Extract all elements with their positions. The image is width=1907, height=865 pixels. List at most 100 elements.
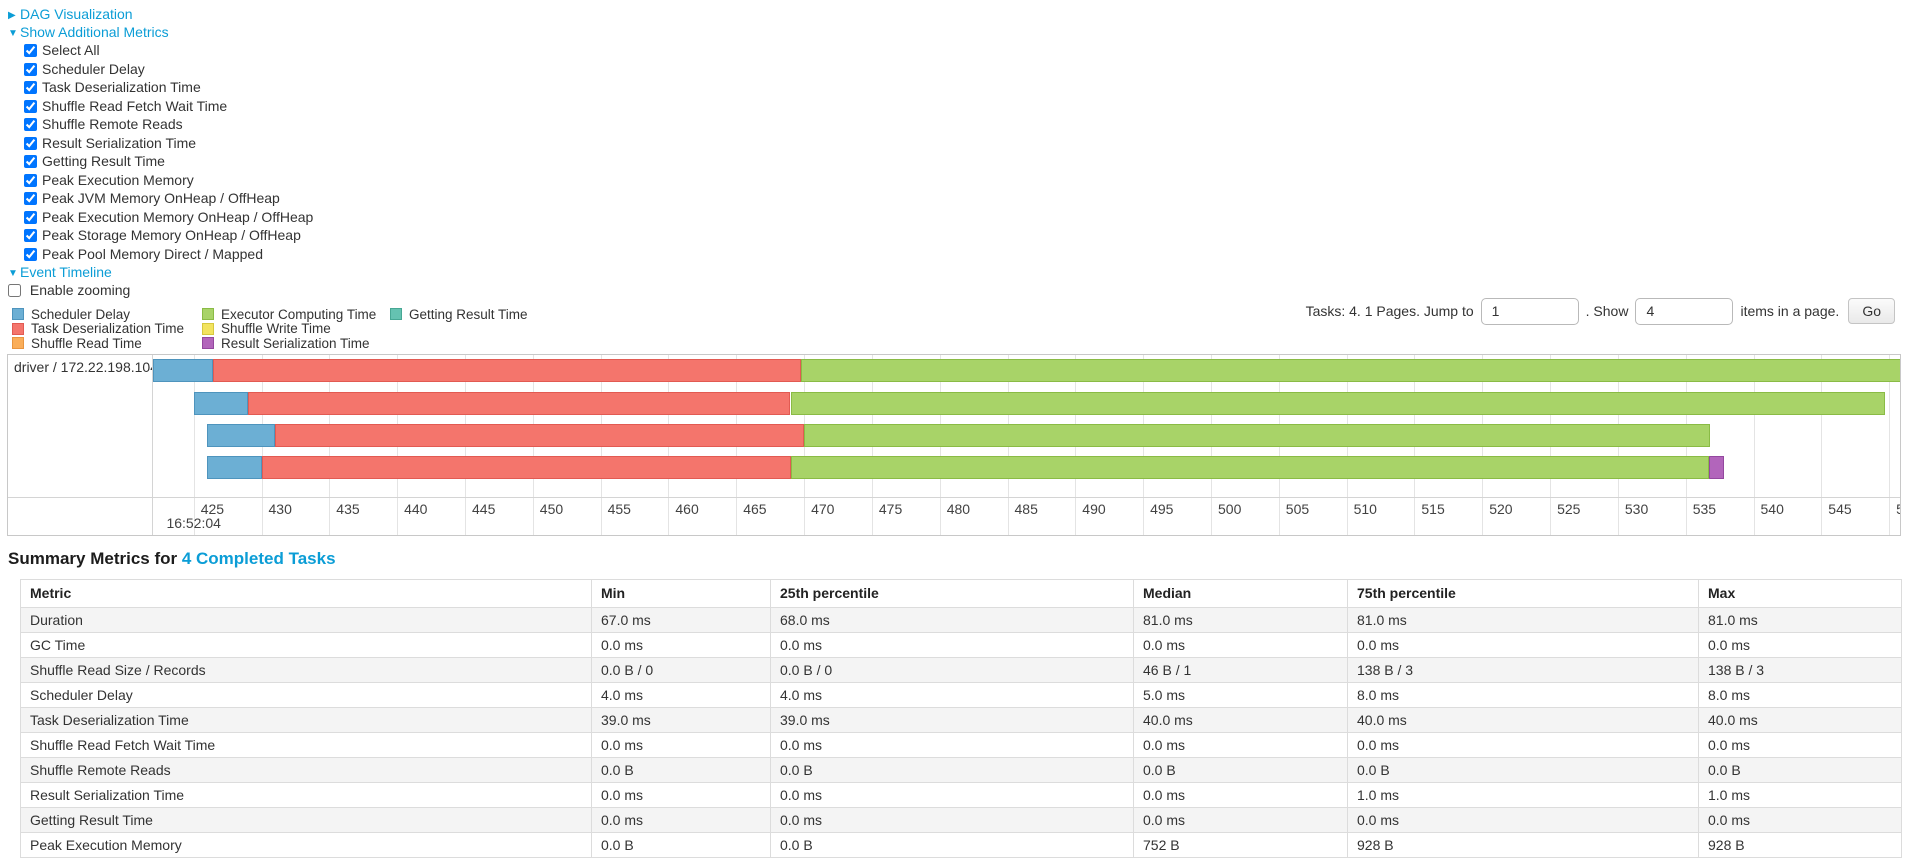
- metric-checkbox[interactable]: [24, 118, 37, 131]
- axis-tick-label: 460: [675, 500, 699, 517]
- metric-checkbox[interactable]: [24, 44, 37, 57]
- metric-value-cell: 0.0 ms: [1347, 731, 1699, 758]
- metric-checkbox[interactable]: [24, 247, 37, 261]
- metric-checkbox-item[interactable]: Peak Storage Memory OnHeap / OffHeap: [24, 226, 1907, 245]
- task-bar-executor-computing-segment[interactable]: [790, 391, 1886, 415]
- metric-value-cell: 4.0 ms: [591, 681, 771, 708]
- metric-value-cell: 0.0 ms: [1133, 731, 1348, 758]
- metric-value-cell: 5.0 ms: [1133, 681, 1348, 708]
- result-serialization-swatch-icon: [202, 337, 214, 350]
- metric-name-cell: Result Serialization Time: [20, 781, 592, 808]
- show-additional-metrics-toggle[interactable]: ▼ Show Additional Metrics: [8, 23, 1907, 41]
- axis-tick-label: 510: [1353, 500, 1377, 517]
- metric-checkbox[interactable]: [24, 192, 37, 205]
- summary-metrics-table: Metric Min 25th percentile Median 75th perce…: [20, 578, 1902, 858]
- task-bar-task-deserialization-segment[interactable]: [275, 423, 805, 447]
- metric-checkbox-item[interactable]: Result Serialization Time: [24, 134, 1907, 153]
- table-row: Shuffle Remote Reads 0.0 B 0.0 B 0.0 B 0.0 B…: [20, 756, 1902, 783]
- metric-checkbox-label: Peak Pool Memory Direct / Mapped: [42, 245, 263, 262]
- task-bar-executor-computing-segment[interactable]: [790, 455, 1709, 479]
- metric-value-cell: 0.0 ms: [1133, 806, 1348, 833]
- metric-checkbox-item[interactable]: Peak Execution Memory: [24, 171, 1907, 190]
- legend-item-label: Scheduler Delay: [31, 306, 131, 322]
- summary-title-text: Summary Metrics for: [8, 548, 182, 568]
- metric-value-cell: 4.0 ms: [770, 681, 1134, 708]
- metric-value-cell: 0.0 ms: [591, 631, 771, 658]
- task-bar-scheduler-delay-segment[interactable]: [153, 358, 213, 382]
- table-row: Scheduler Delay 4.0 ms 4.0 ms 5.0 ms 8.0 ms 8…: [20, 681, 1902, 708]
- axis-tick-label: 535: [1692, 500, 1717, 517]
- metric-checkbox-item[interactable]: Scheduler Delay: [24, 60, 1907, 79]
- metric-name-cell: Shuffle Read Size / Records: [20, 656, 592, 683]
- task-bar-executor-computing-segment[interactable]: [801, 358, 1900, 382]
- axis-tick-label: 525: [1557, 500, 1581, 517]
- task-bar-scheduler-delay-segment[interactable]: [207, 455, 262, 479]
- metric-name-cell: Shuffle Read Fetch Wait Time: [20, 731, 592, 758]
- metric-checkbox-item[interactable]: Peak Execution Memory OnHeap / OffHeap: [24, 208, 1907, 227]
- task-bar-executor-computing-segment[interactable]: [804, 423, 1711, 447]
- metric-checkbox-item[interactable]: Peak JVM Memory OnHeap / OffHeap: [24, 189, 1907, 208]
- completed-tasks-link[interactable]: 4 Completed Tasks: [181, 548, 336, 568]
- table-header-cell: Max: [1698, 578, 1902, 608]
- event-timeline-toggle[interactable]: ▼ Event Timeline: [8, 263, 1907, 281]
- metric-value-cell: 81.0 ms: [1347, 606, 1699, 633]
- timeline-axis-line: [8, 496, 1900, 498]
- timeline-header: Scheduler Delay Task Deserialization Time…: [0, 297, 1907, 352]
- task-bar-scheduler-delay-segment[interactable]: [193, 391, 248, 415]
- task-bar-task-deserialization-segment[interactable]: [212, 358, 802, 382]
- axis-tick-label: 475: [878, 500, 903, 517]
- metric-checkbox-item[interactable]: Shuffle Read Fetch Wait Time: [24, 97, 1907, 116]
- metric-checkbox[interactable]: [24, 81, 37, 94]
- metric-value-cell: 46 B / 1: [1133, 656, 1348, 683]
- timeline-group-label: driver / 172.22.198.104: [14, 358, 152, 375]
- legend-item: Executor Computing Time: [202, 306, 377, 323]
- metric-checkbox[interactable]: [24, 99, 37, 113]
- metric-checkbox-label: Peak Storage Memory OnHeap / OffHeap: [42, 227, 301, 243]
- metric-checkbox[interactable]: [24, 62, 37, 76]
- timeline-plot-area[interactable]: 425 430 435 440 445 450 455 460 465 470 475 480 485 4…: [153, 354, 1900, 535]
- dag-visualization-toggle[interactable]: ▶ DAG Visualization: [8, 5, 1907, 23]
- event-timeline-link[interactable]: Event Timeline: [20, 264, 112, 280]
- legend-column: Executor Computing Time Shuffle Write Tim…: [202, 306, 377, 352]
- metric-value-cell: 40.0 ms: [1133, 706, 1348, 733]
- metric-checkbox[interactable]: [24, 210, 37, 224]
- jump-to-page-input[interactable]: [1480, 297, 1579, 325]
- metric-value-cell: 0.0 ms: [591, 781, 771, 808]
- metric-checkbox[interactable]: [24, 229, 37, 242]
- metric-checkbox-item[interactable]: Shuffle Remote Reads: [24, 115, 1907, 134]
- table-header-row: Metric Min 25th percentile Median 75th perce…: [20, 578, 1902, 608]
- axis-tick-label: 530: [1624, 500, 1649, 517]
- dag-visualization-link[interactable]: DAG Visualization: [20, 6, 133, 22]
- metric-name-cell: Getting Result Time: [20, 806, 592, 833]
- metric-checkbox[interactable]: [24, 155, 37, 168]
- metric-checkbox-label: Peak Execution Memory OnHeap / OffHeap: [42, 208, 314, 225]
- legend-item: Shuffle Read Time: [12, 336, 188, 352]
- task-bar-result-serialization-segment[interactable]: [1708, 455, 1724, 479]
- metric-checkbox-label: Shuffle Remote Reads: [42, 116, 183, 132]
- metric-checkbox[interactable]: [24, 136, 37, 150]
- metric-value-cell: 0.0 ms: [1133, 631, 1348, 658]
- metric-value-cell: 0.0 B / 0: [591, 656, 771, 683]
- legend-item: Scheduler Delay: [12, 306, 188, 323]
- task-bar-task-deserialization-segment[interactable]: [261, 455, 791, 479]
- metric-checkbox-item[interactable]: Select All: [24, 41, 1907, 60]
- task-bar-scheduler-delay-segment[interactable]: [207, 423, 276, 447]
- axis-tick-label: 540: [1760, 500, 1784, 517]
- table-row: Getting Result Time 0.0 ms 0.0 ms 0.0 ms 0.0…: [20, 806, 1902, 833]
- enable-zooming-checkbox[interactable]: [8, 284, 21, 297]
- metric-checkbox-item[interactable]: Task Deserialization Time: [24, 78, 1907, 97]
- metric-checkbox[interactable]: [24, 173, 37, 187]
- task-bar-task-deserialization-segment[interactable]: [247, 391, 791, 415]
- axis-tick-label: 480: [946, 500, 971, 517]
- metric-checkbox-item[interactable]: Peak Pool Memory Direct / Mapped: [24, 245, 1907, 264]
- shuffle-write-swatch-icon: [202, 322, 214, 335]
- legend-item-label: Executor Computing Time: [221, 306, 377, 322]
- go-button[interactable]: Go: [1848, 298, 1895, 324]
- show-additional-metrics-link[interactable]: Show Additional Metrics: [20, 24, 169, 40]
- metric-checkbox-item[interactable]: Getting Result Time: [24, 152, 1907, 171]
- axis-tick-label: 455: [607, 500, 631, 517]
- timeline-gridline: [1889, 354, 1891, 535]
- items-per-page-input[interactable]: [1635, 297, 1734, 325]
- metric-value-cell: 8.0 ms: [1347, 681, 1699, 708]
